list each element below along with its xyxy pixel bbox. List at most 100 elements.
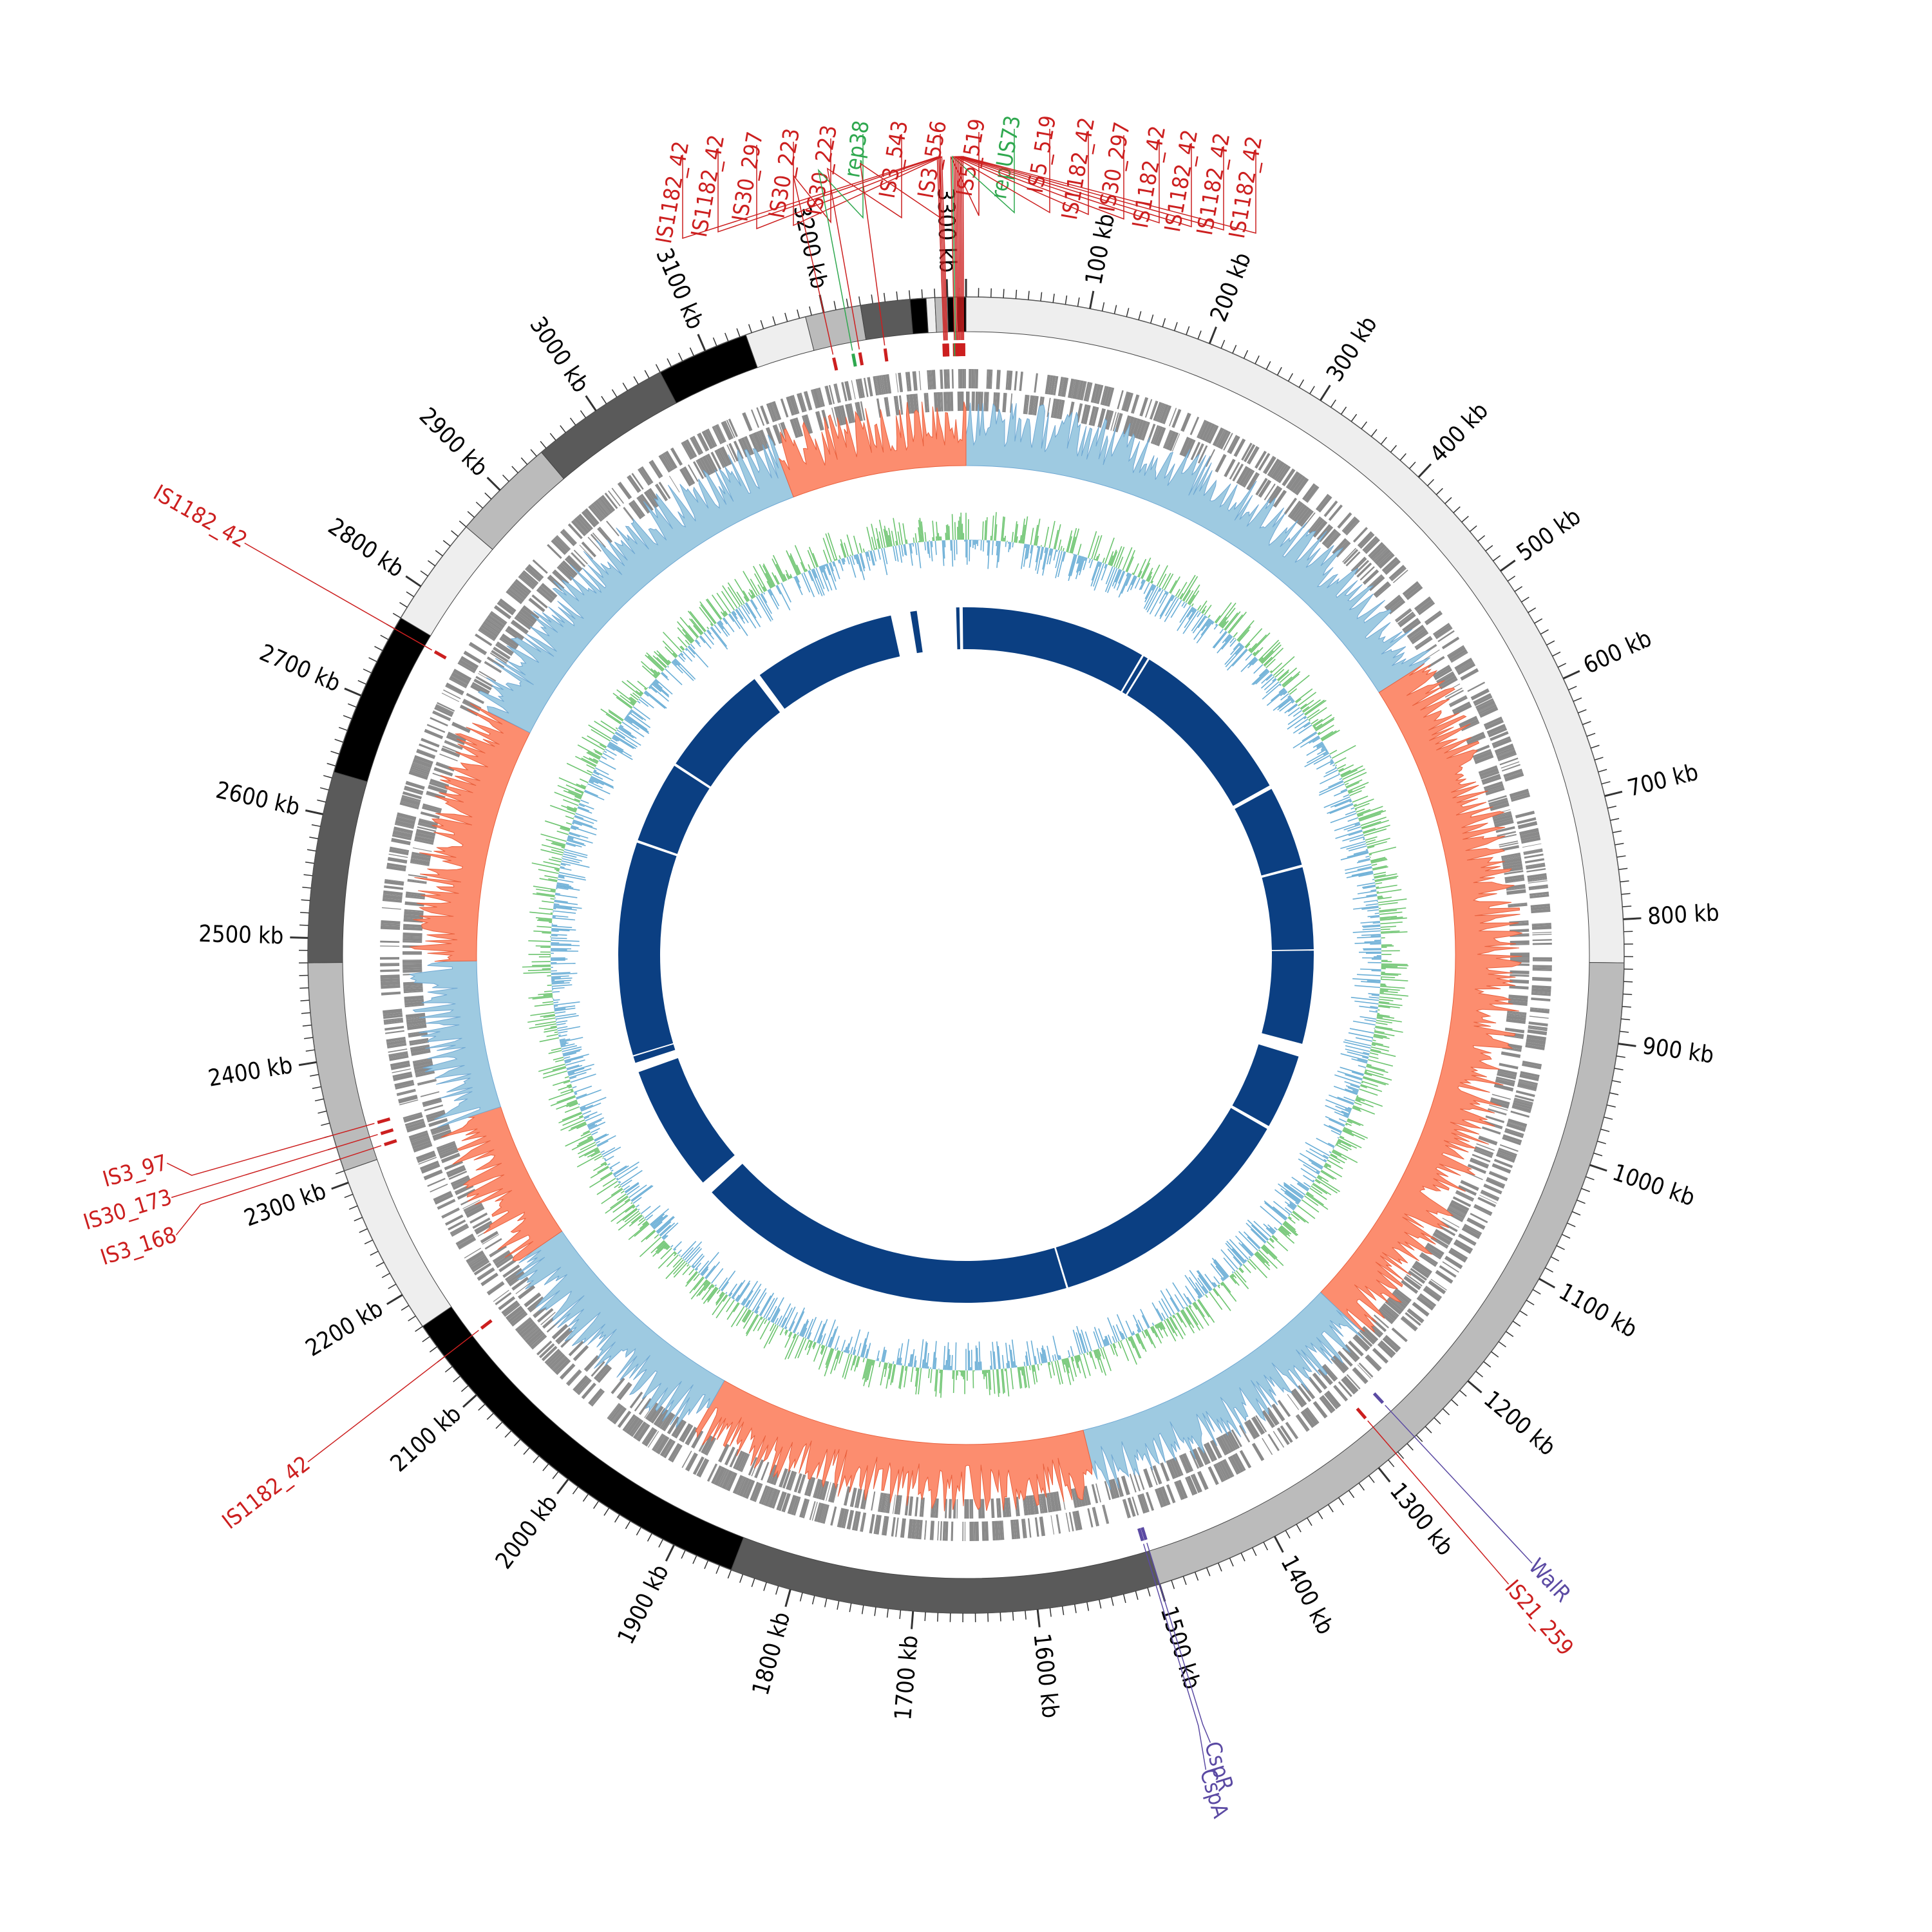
- minor-tick: [1408, 461, 1416, 469]
- cds-feature: [1350, 556, 1366, 572]
- cds-feature: [843, 1486, 851, 1506]
- cds-feature: [447, 1167, 466, 1178]
- cds-feature: [460, 656, 479, 669]
- cds-feature: [527, 1296, 544, 1311]
- cds-feature: [1478, 704, 1497, 715]
- cds-feature: [1352, 1369, 1366, 1385]
- cds-feature: [1418, 601, 1435, 616]
- cds-feature: [1088, 406, 1096, 426]
- cds-feature: [1497, 1068, 1517, 1075]
- tick-label: 2100 kb: [386, 1401, 467, 1477]
- blast-hit-block: [676, 679, 781, 787]
- cds-feature: [1073, 1488, 1078, 1508]
- cds-feature: [395, 817, 415, 825]
- cds-feature: [1419, 1293, 1437, 1307]
- cds-feature: [1449, 649, 1468, 661]
- cds-feature: [402, 962, 422, 965]
- cds-feature: [1227, 1457, 1239, 1475]
- cds-feature: [1153, 426, 1163, 446]
- cds-feature: [869, 1513, 875, 1534]
- cds-feature: [1367, 574, 1383, 589]
- cds-feature: [964, 1499, 967, 1519]
- minor-tick: [380, 634, 389, 640]
- cds-feature: [950, 392, 954, 412]
- cds-feature: [383, 1009, 402, 1015]
- cds-feature: [826, 1482, 831, 1501]
- cds-feature: [1034, 373, 1038, 393]
- minor-tick: [1122, 1594, 1126, 1604]
- cds-feature: [1133, 1472, 1141, 1492]
- cds-feature: [1075, 1510, 1083, 1531]
- cds-feature: [1010, 1519, 1015, 1540]
- cds-feature: [1528, 878, 1548, 882]
- cds-feature: [1497, 1149, 1517, 1159]
- cds-feature: [1023, 394, 1028, 415]
- feature-marker: [1372, 1392, 1385, 1405]
- cds-feature: [392, 1068, 412, 1074]
- cds-feature: [1532, 969, 1552, 971]
- minor-tick: [1327, 1504, 1334, 1513]
- label-leader-line: [1142, 1544, 1207, 1770]
- cds-feature: [659, 1411, 670, 1428]
- cds-feature: [1510, 958, 1530, 960]
- cds-feature: [1490, 731, 1509, 741]
- cds-feature: [831, 407, 837, 427]
- cds-feature: [433, 710, 451, 720]
- cds-feature: [663, 1414, 676, 1432]
- cds-feature: [498, 598, 516, 613]
- cds-feature: [914, 1497, 919, 1517]
- cds-feature: [388, 1051, 408, 1056]
- major-tick: [1378, 1467, 1391, 1482]
- cds-feature: [634, 1395, 647, 1412]
- cds-feature: [1521, 837, 1541, 844]
- minor-tick: [1606, 1104, 1616, 1108]
- cds-feature: [1154, 1488, 1164, 1508]
- gc-skew-segment-4: [516, 1231, 725, 1428]
- minor-tick: [1483, 1361, 1492, 1368]
- label-leader-line: [1385, 1405, 1533, 1564]
- cds-feature: [712, 426, 722, 444]
- contig-segment-10: [540, 372, 677, 480]
- cds-feature: [493, 1252, 511, 1264]
- major-tick: [1417, 463, 1432, 478]
- cds-feature: [393, 829, 413, 835]
- cds-feature: [647, 1430, 659, 1448]
- cds-feature: [1110, 1479, 1117, 1499]
- cds-feature: [1132, 1496, 1139, 1516]
- cds-feature: [1122, 1499, 1130, 1519]
- cds-feature: [404, 1118, 424, 1126]
- cds-feature: [1316, 524, 1331, 540]
- cds-feature: [406, 891, 426, 896]
- cds-feature: [1487, 1177, 1506, 1186]
- cds-feature: [489, 612, 507, 625]
- cds-feature: [450, 1223, 468, 1234]
- cds-feature: [838, 405, 846, 425]
- tick-label: 1900 kb: [612, 1560, 674, 1649]
- cds-feature: [1039, 1494, 1043, 1514]
- cds-feature: [1424, 611, 1441, 623]
- cds-feature: [1435, 1270, 1454, 1284]
- cds-feature: [1507, 1010, 1527, 1014]
- cds-feature: [1452, 701, 1471, 713]
- cds-feature: [994, 1520, 999, 1540]
- cds-feature: [405, 1121, 425, 1130]
- minor-tick: [809, 306, 812, 316]
- blast-identity-ring: [618, 607, 1314, 1303]
- minor-tick: [560, 425, 566, 433]
- minor-tick: [1475, 1370, 1483, 1378]
- cds-feature: [914, 1519, 918, 1539]
- cds-feature: [1255, 1415, 1267, 1433]
- cds-feature: [1251, 1416, 1265, 1435]
- cds-feature: [1228, 435, 1240, 455]
- contig-ring: [307, 296, 1625, 1614]
- cds-feature: [710, 451, 722, 470]
- cds-feature: [1446, 1210, 1464, 1221]
- cds-feature: [705, 429, 716, 448]
- cds-feature: [1506, 1018, 1526, 1025]
- cds-feature: [687, 464, 699, 482]
- cds-feature: [1467, 681, 1486, 692]
- cds-feature: [1406, 625, 1425, 639]
- cds-feature: [513, 581, 530, 596]
- tick-label: 300 kb: [1321, 312, 1383, 386]
- cds-feature: [566, 1370, 582, 1386]
